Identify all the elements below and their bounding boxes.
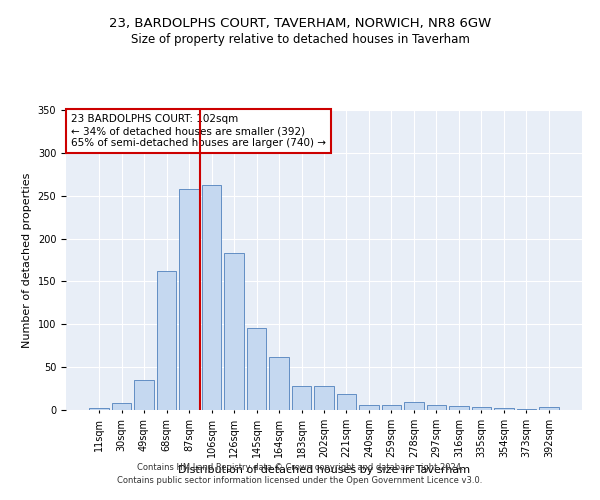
- Text: Contains HM Land Registry data © Crown copyright and database right 2024.: Contains HM Land Registry data © Crown c…: [137, 464, 463, 472]
- Bar: [427, 405, 446, 410]
- Text: 23, BARDOLPHS COURT, TAVERHAM, NORWICH, NR8 6GW: 23, BARDOLPHS COURT, TAVERHAM, NORWICH, …: [109, 18, 491, 30]
- Bar: [112, 403, 131, 410]
- Bar: [472, 406, 491, 410]
- Bar: [179, 189, 199, 410]
- Bar: [134, 380, 154, 410]
- Y-axis label: Number of detached properties: Number of detached properties: [22, 172, 32, 348]
- Bar: [337, 394, 356, 410]
- Bar: [382, 405, 401, 410]
- Text: Size of property relative to detached houses in Taverham: Size of property relative to detached ho…: [131, 32, 469, 46]
- Bar: [292, 386, 311, 410]
- Text: 23 BARDOLPHS COURT: 102sqm
← 34% of detached houses are smaller (392)
65% of sem: 23 BARDOLPHS COURT: 102sqm ← 34% of deta…: [71, 114, 326, 148]
- Text: Contains public sector information licensed under the Open Government Licence v3: Contains public sector information licen…: [118, 476, 482, 485]
- Bar: [494, 408, 514, 410]
- Bar: [224, 253, 244, 410]
- Bar: [359, 405, 379, 410]
- Bar: [89, 408, 109, 410]
- Bar: [539, 408, 559, 410]
- Bar: [202, 186, 221, 410]
- Bar: [449, 406, 469, 410]
- Bar: [314, 386, 334, 410]
- X-axis label: Distribution of detached houses by size in Taverham: Distribution of detached houses by size …: [178, 466, 470, 475]
- Bar: [517, 409, 536, 410]
- Bar: [404, 402, 424, 410]
- Bar: [157, 271, 176, 410]
- Bar: [247, 328, 266, 410]
- Bar: [269, 357, 289, 410]
